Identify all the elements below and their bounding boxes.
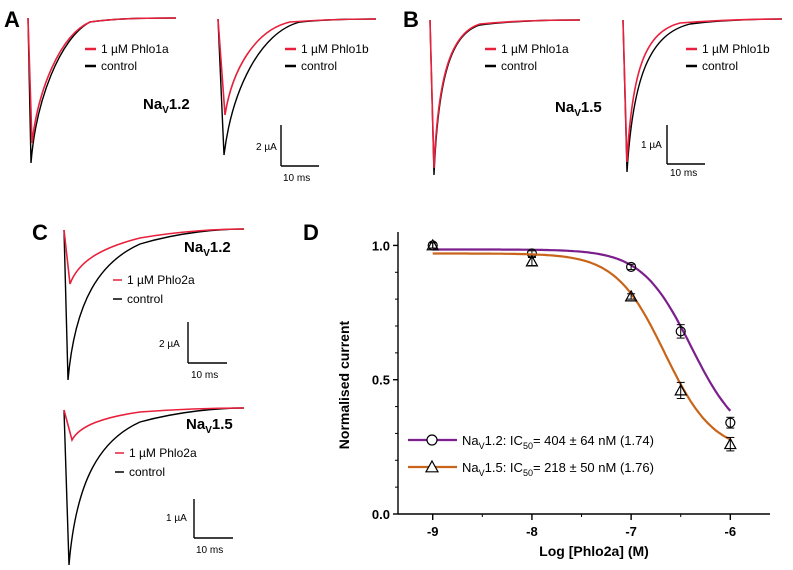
x-tick-label: -9 [427, 524, 439, 539]
data-point-triangle [723, 437, 737, 450]
legend-control: control [101, 59, 137, 73]
legend-control: control [501, 59, 537, 73]
legend-toxin: 1 µM Phlo1b [301, 42, 369, 56]
data-point-circle [675, 326, 686, 337]
legend-control: control [129, 465, 165, 479]
data-point-circle [725, 417, 736, 428]
scale-bar-current: 1 µA [641, 140, 662, 151]
legend-toxin: 1 µM Phlo1b [702, 42, 770, 56]
x-tick-label: -6 [725, 524, 737, 539]
trace-toxin [622, 18, 783, 163]
legend-marker-circle [426, 434, 438, 446]
panel-label-c: C [32, 220, 48, 245]
scale-bar-current: 1 µA [166, 513, 187, 524]
panel-label-b: B [403, 7, 419, 32]
legend-toxin: 1 µM Phlo2a [127, 273, 195, 287]
trace-toxin [429, 19, 581, 169]
x-tick-label: -7 [625, 524, 637, 539]
legend-control: control [127, 292, 163, 306]
y-axis-title: Normalised current [336, 320, 352, 449]
scale-bar-c-top [187, 322, 227, 364]
trace-toxin [27, 17, 177, 144]
x-tick-label: -8 [526, 524, 538, 539]
channel-label-nav15: NaV1.5 [186, 416, 233, 436]
panel-c-top-traces [63, 228, 245, 381]
dose-response-chart: 0.0 0.5 1.0 -9 -8 -7 -6 Log [Phlo2a] (M) Normali… [336, 232, 770, 559]
panel-a-left-traces [27, 17, 177, 164]
scale-bar-time: 10 ms [191, 370, 218, 381]
legend-marker-triangle [424, 459, 440, 473]
y-tick-label: 0.5 [372, 373, 390, 388]
y-tick-label: 1.0 [372, 238, 390, 253]
panel-b-right-traces [622, 18, 783, 173]
legend-control: control [702, 59, 738, 73]
legend-label-0: NaV1.2: IC50= 404 ± 64 nM (1.74) [462, 433, 654, 451]
y-tick-label: 0.0 [372, 507, 390, 522]
x-axis-title: Log [Phlo2a] (M) [539, 543, 649, 559]
scale-bar-time: 10 ms [283, 173, 310, 184]
panel-label-a: A [4, 7, 20, 32]
legend-control: control [301, 59, 337, 73]
scale-bar-time: 10 ms [670, 168, 697, 179]
channel-label-nav12: NaV1.2 [143, 96, 190, 116]
trace-toxin [217, 18, 377, 116]
legend-label-1: NaV1.5: IC50= 218 ± 50 nM (1.76) [462, 460, 654, 478]
trace-control [217, 18, 377, 156]
panel-label-d: D [303, 220, 319, 245]
data-point-triangle [674, 383, 688, 396]
data-point-triangle [624, 289, 638, 302]
channel-label-nav15: NaV1.5 [555, 99, 602, 119]
legend-toxin: 1 µM Phlo1a [101, 42, 169, 56]
legend-toxin: 1 µM Phlo2a [129, 446, 197, 460]
scale-bar-current: 2 µA [256, 142, 277, 153]
trace-toxin [63, 407, 245, 443]
panel-c-bottom-traces [63, 407, 245, 566]
trace-control [27, 17, 177, 164]
legend-toxin: 1 µM Phlo1a [501, 42, 569, 56]
scale-bar-current: 2 µA [159, 339, 180, 350]
panel-a-right-traces [217, 18, 377, 156]
scale-bar-time: 10 ms [196, 545, 223, 556]
data-point-circle [626, 261, 637, 273]
fit-curve-1 [432, 252, 731, 441]
panel-b-left-traces [429, 19, 581, 176]
trace-toxin [63, 228, 245, 285]
trace-control [63, 407, 245, 566]
data-point-triangle [525, 254, 539, 267]
channel-label-nav12: NaV1.2 [184, 239, 231, 259]
scale-bar-b [666, 125, 705, 165]
scale-bar-a [280, 125, 319, 167]
data-point-triangle [426, 238, 440, 251]
scale-bar-c-bottom [193, 499, 233, 539]
